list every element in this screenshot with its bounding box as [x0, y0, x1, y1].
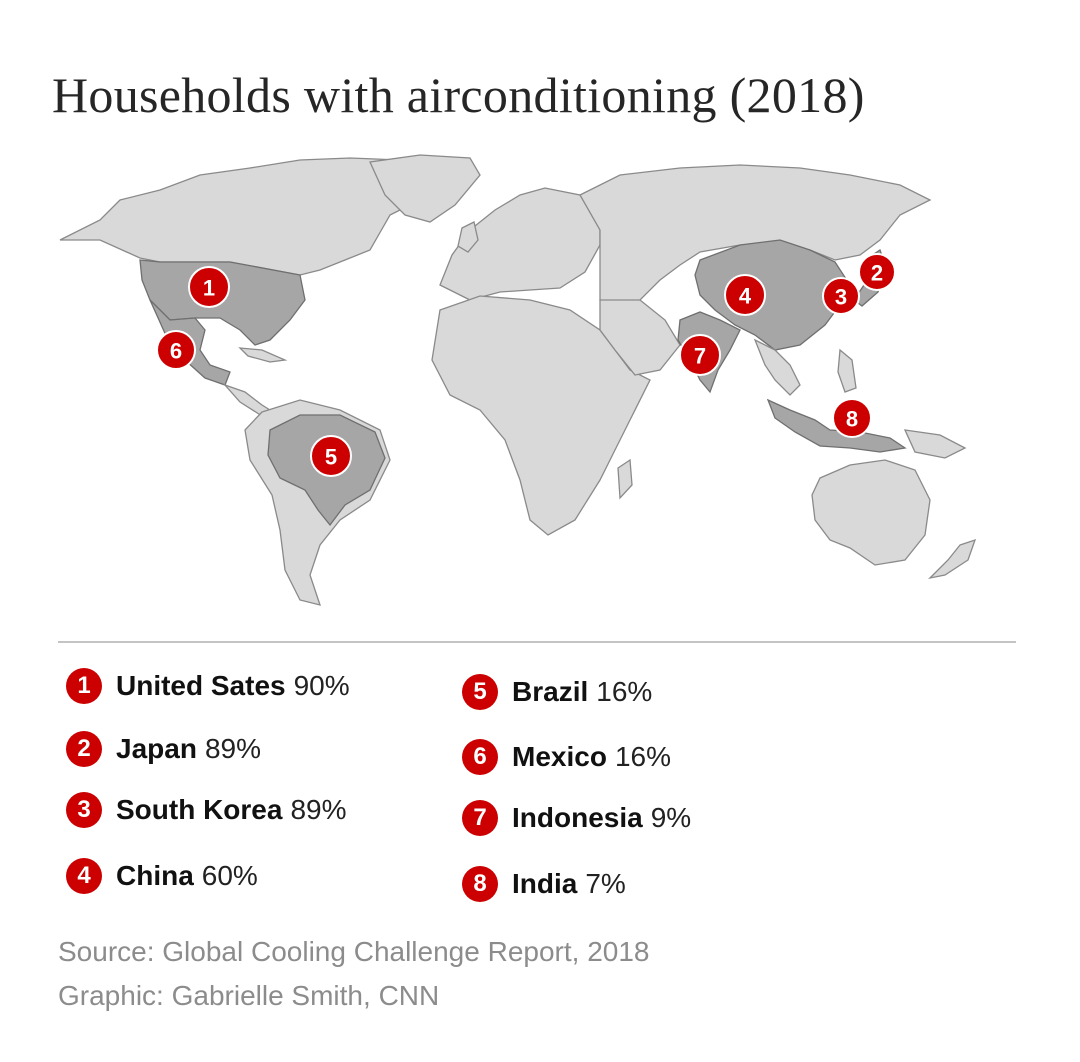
marker-8: 8 — [832, 398, 872, 438]
legend-country: South Korea — [116, 794, 283, 825]
legend-item-8: 8 India 7% — [462, 866, 626, 902]
legend-item-2: 2 Japan 89% — [66, 731, 261, 767]
country-china — [694, 239, 851, 351]
legend-item-6: 6 Mexico 16% — [462, 739, 671, 775]
legend-value: 9% — [650, 802, 692, 833]
legend-number-badge: 5 — [462, 674, 498, 710]
map-title: Households with airconditioning (2018) — [52, 67, 865, 123]
marker-5: 5 — [310, 435, 352, 477]
legend-item-4: 4 China 60% — [66, 858, 258, 894]
land-caribbean — [238, 347, 288, 363]
land-africa — [431, 295, 651, 536]
legend-number-badge: 7 — [462, 800, 498, 836]
legend-item-5: 5 Brazil 16% — [462, 674, 652, 710]
land-southeast-asia — [753, 338, 801, 396]
svg-text:1: 1 — [203, 276, 215, 301]
svg-text:7: 7 — [694, 344, 706, 369]
legend-value: 89% — [290, 794, 347, 825]
legend-number-badge: 2 — [66, 731, 102, 767]
land-madagascar — [617, 458, 633, 500]
marker-4: 4 — [724, 274, 766, 316]
legend-item-7: 7 Indonesia 9% — [462, 800, 691, 836]
legend-value: 60% — [201, 860, 258, 891]
legend-country: Japan — [116, 733, 197, 764]
legend-value: 89% — [204, 733, 261, 764]
legend-value: 16% — [614, 741, 671, 772]
graphic-credit: Graphic: Gabrielle Smith, CNN — [58, 980, 440, 1011]
land-greenland — [369, 154, 481, 223]
svg-text:3: 3 — [835, 285, 847, 310]
legend-number-badge: 6 — [462, 739, 498, 775]
world-map: 1 2 3 4 5 6 7 8 — [0, 140, 1080, 620]
legend-country: China — [116, 860, 194, 891]
land-new-zealand — [928, 538, 977, 580]
marker-3: 3 — [822, 277, 860, 315]
legend-number-badge: 8 — [462, 866, 498, 902]
marker-1: 1 — [188, 266, 230, 308]
legend-number-badge: 4 — [66, 858, 102, 894]
land-north-america — [59, 157, 431, 276]
svg-text:5: 5 — [325, 445, 337, 470]
legend-country: Indonesia — [512, 802, 643, 833]
legend-number-badge: 3 — [66, 792, 102, 828]
land-philippines — [837, 348, 857, 393]
legend-country: Brazil — [512, 676, 589, 707]
legend-item-1: 1 United Sates 90% — [66, 668, 350, 704]
land-australia — [811, 459, 931, 566]
marker-6: 6 — [156, 330, 196, 370]
land-middle-east — [599, 299, 681, 376]
marker-2: 2 — [858, 253, 896, 291]
legend-country: Mexico — [512, 741, 607, 772]
divider — [58, 641, 1016, 643]
svg-text:2: 2 — [871, 261, 883, 286]
legend-number-badge: 1 — [66, 668, 102, 704]
legend-country: United Sates — [116, 670, 286, 701]
svg-text:4: 4 — [739, 284, 752, 309]
legend-value: 90% — [293, 670, 350, 701]
country-indonesia — [766, 398, 907, 453]
legend-value: 7% — [585, 868, 626, 899]
svg-text:8: 8 — [846, 407, 858, 432]
world-map-svg: 1 2 3 4 5 6 7 8 — [59, 154, 977, 606]
legend-item-3: 3 South Korea 89% — [66, 792, 347, 828]
legend-country: India — [512, 868, 578, 899]
source-note: Source: Global Cooling Challenge Report,… — [58, 936, 650, 967]
legend-value: 16% — [596, 676, 653, 707]
land-new-guinea — [903, 429, 967, 459]
marker-7: 7 — [679, 334, 721, 376]
svg-text:6: 6 — [170, 339, 182, 364]
land-uk — [457, 221, 479, 253]
